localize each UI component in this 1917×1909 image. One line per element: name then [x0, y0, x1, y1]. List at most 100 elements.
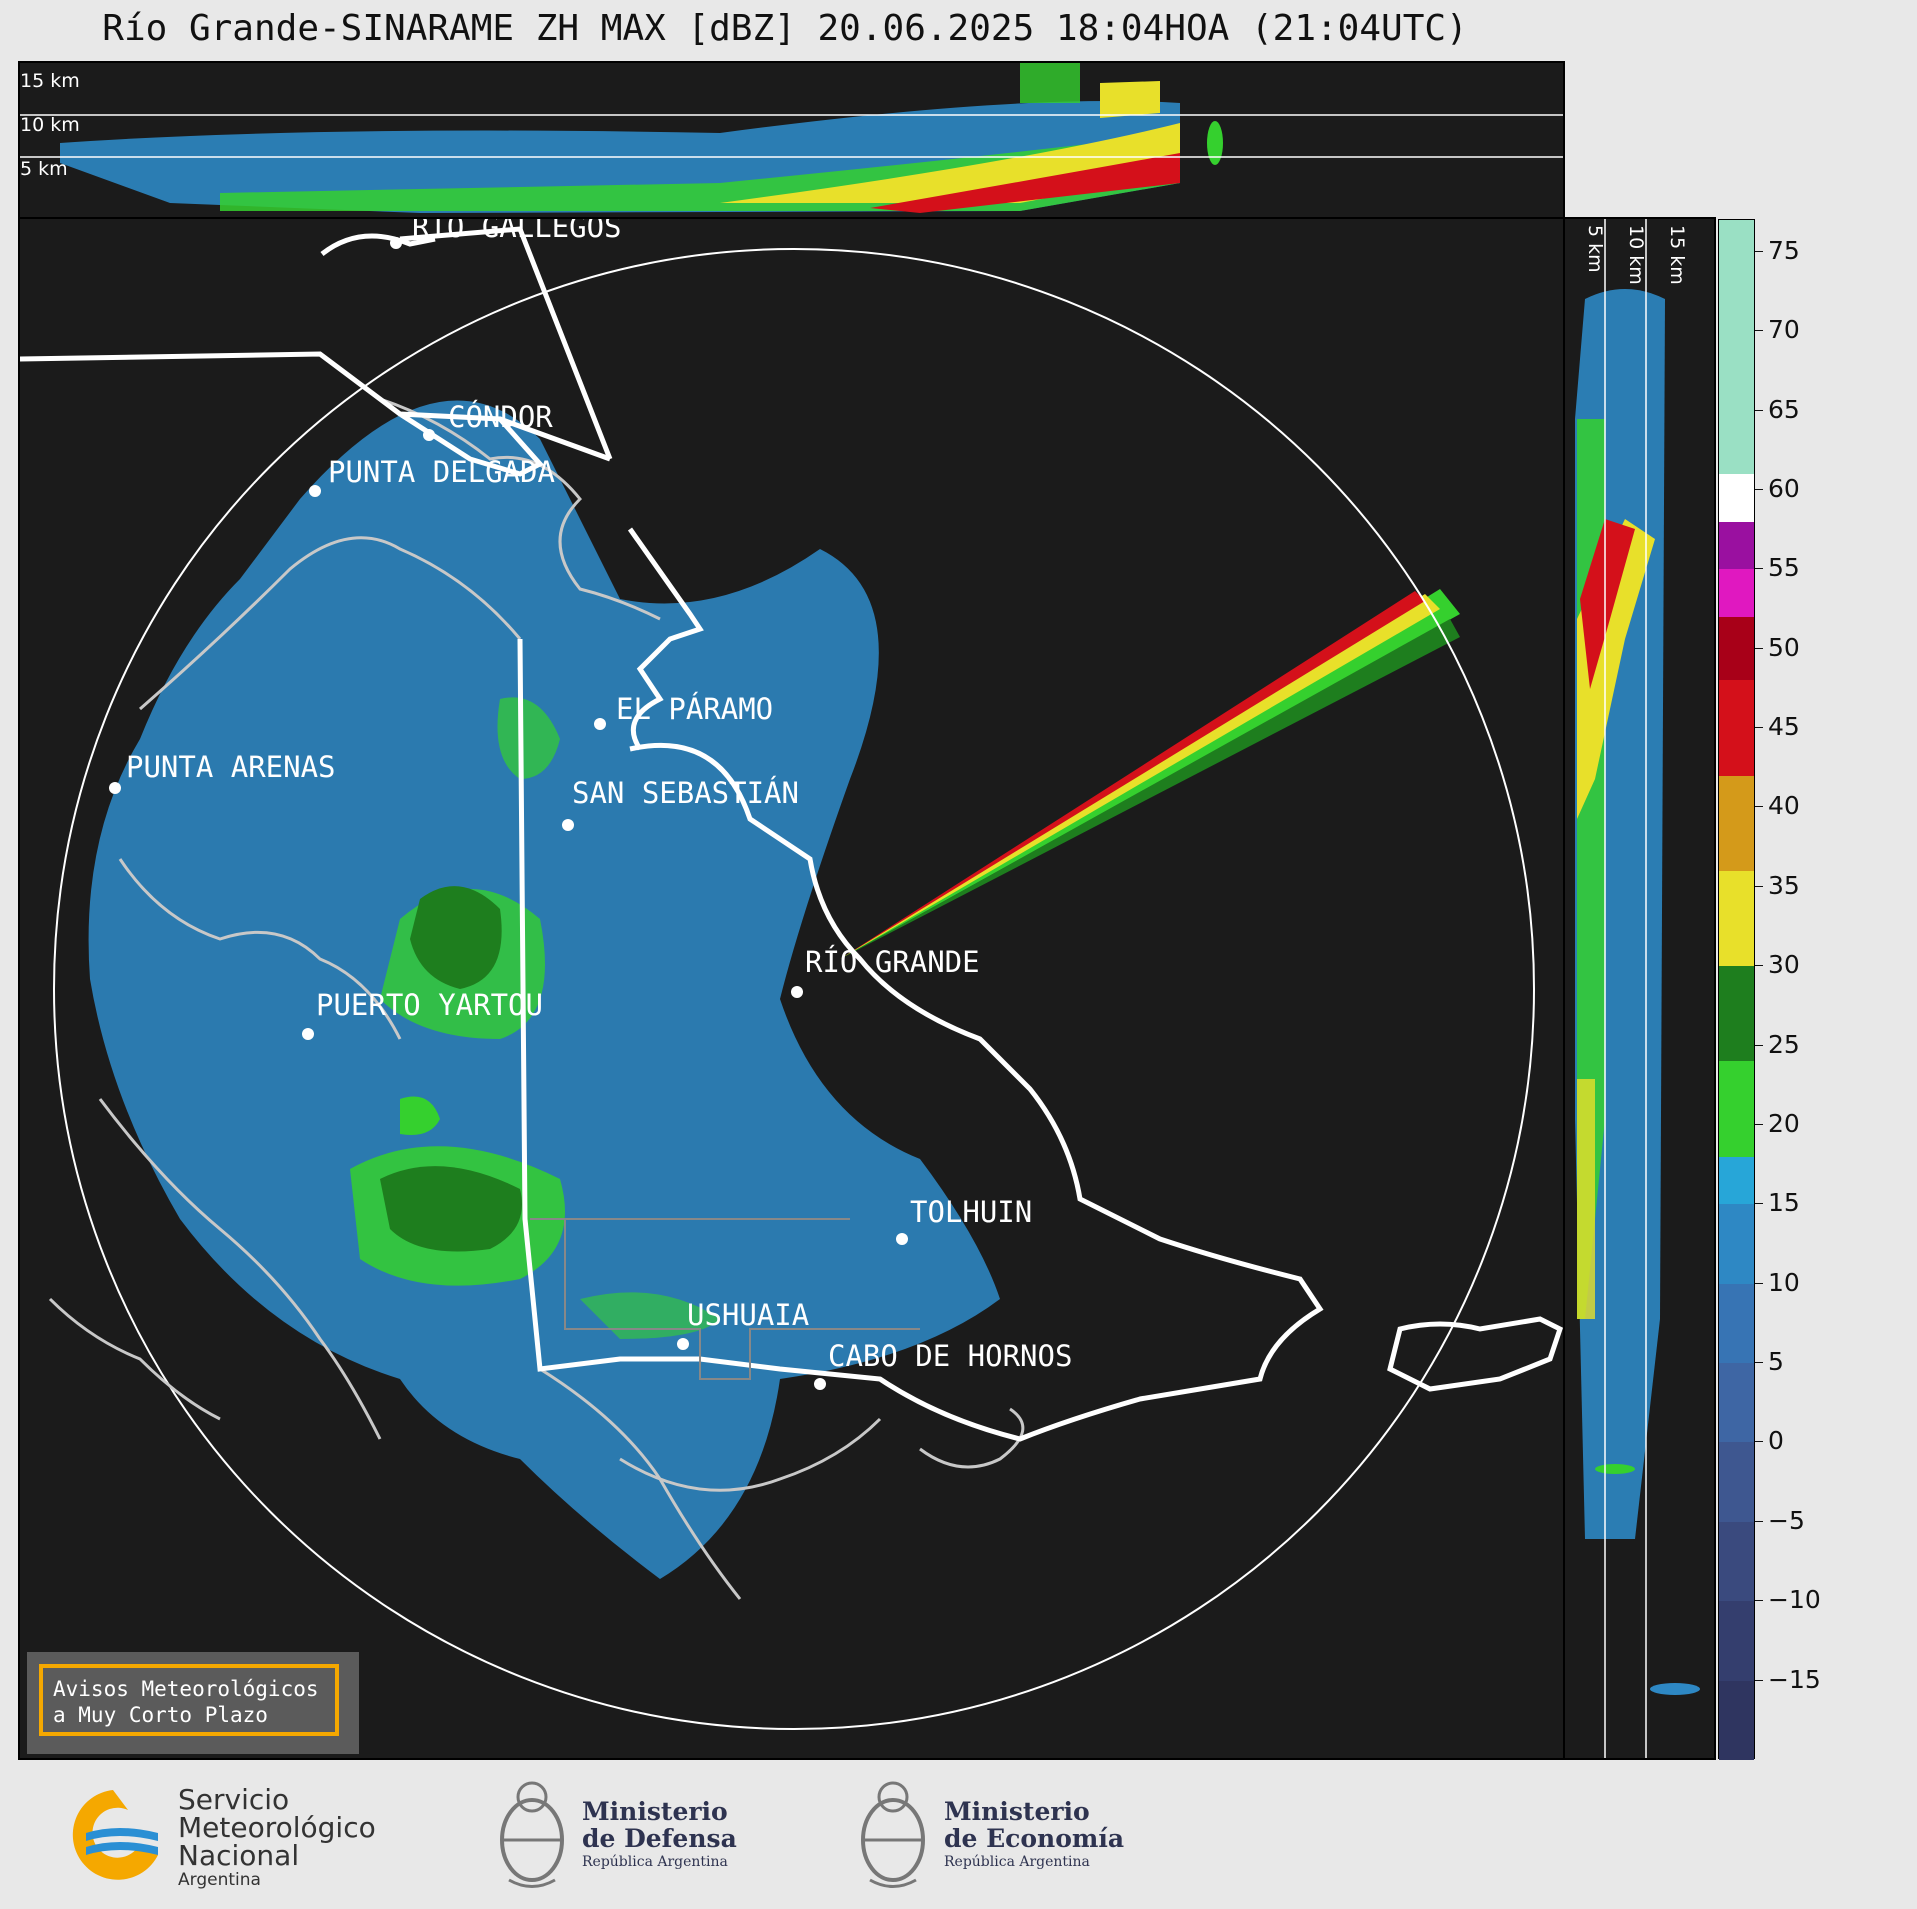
colorbar-segment	[1719, 1680, 1754, 1760]
colorbar-tick-mark	[1755, 965, 1763, 967]
colorbar-tick-label: 75	[1768, 235, 1800, 265]
borders	[20, 226, 1563, 1442]
smn-line-1: Servicio	[178, 1783, 290, 1816]
colorbar-tick-label: 30	[1768, 950, 1800, 980]
coat-of-arms-icon	[861, 1781, 925, 1888]
label-san-sebastian: SAN SEBASTIÁN	[572, 776, 799, 810]
marker-ushuaia	[677, 1338, 689, 1350]
warning-box-border: Avisos Meteorológicos a Muy Corto Plazo	[39, 1664, 339, 1736]
top-cross-section-svg: 15 km 10 km 5 km	[20, 63, 1563, 213]
defensa-line-1: Ministerio	[582, 1797, 728, 1826]
colorbar-tick-label: −5	[1768, 1505, 1805, 1535]
colorbar-tick-label: 10	[1768, 1267, 1800, 1297]
top-level-5km: 5 km	[20, 158, 68, 180]
colorbar-segment	[1719, 680, 1754, 776]
colorbar-tick-mark	[1755, 330, 1763, 332]
colorbar-tick-label: 50	[1768, 632, 1800, 662]
colorbar-tick-mark	[1755, 1520, 1763, 1522]
colorbar-tick-label: 65	[1768, 394, 1800, 424]
label-punta-arenas: PUNTA ARENAS	[126, 750, 336, 784]
economia-line-1: Ministerio	[944, 1797, 1090, 1826]
colorbar-segment	[1719, 474, 1754, 522]
economia-line-2: de Economía	[944, 1824, 1125, 1853]
colorbar-segment	[1719, 1283, 1754, 1364]
smn-line-3: Nacional	[178, 1839, 300, 1872]
marker-cabo-de-hornos	[814, 1378, 826, 1390]
colorbar-tick-mark	[1755, 568, 1763, 570]
warning-line-1: Avisos Meteorológicos	[53, 1677, 319, 1701]
colorbar-segment	[1719, 616, 1754, 681]
side-level-5km: 5 km	[1584, 225, 1606, 273]
colorbar-tick-label: 35	[1768, 870, 1800, 900]
label-rio-grande: RÍO GRANDE	[805, 945, 980, 979]
marker-tolhuin	[896, 1233, 908, 1245]
colorbar-segment	[1719, 521, 1754, 570]
marker-rio-gallegos	[390, 237, 402, 249]
colorbar-tick-label: 5	[1768, 1347, 1784, 1377]
warning-line-2: a Muy Corto Plazo	[53, 1703, 268, 1727]
colorbar-segment	[1719, 569, 1754, 617]
colorbar-tick-mark	[1755, 1282, 1763, 1284]
side-cross-section-svg: 5 km 10 km 15 km	[1575, 219, 1700, 1758]
range-ring	[53, 248, 1535, 1730]
colorbar-tick-mark	[1755, 250, 1763, 252]
colorbar-tick-label: 0	[1768, 1426, 1784, 1456]
colorbar-segment	[1719, 870, 1754, 967]
smn-line-4: Argentina	[178, 1870, 261, 1890]
marker-punta-delgada	[309, 485, 321, 497]
colorbar-tick-mark	[1755, 647, 1763, 649]
colorbar-tick-label: 70	[1768, 315, 1800, 345]
marker-punta-arenas	[109, 782, 121, 794]
province-boundary	[530, 1218, 920, 1380]
colorbar-segment	[1719, 775, 1754, 871]
colorbar-tick-label: 15	[1768, 1188, 1800, 1218]
colorbar-tick-label: 55	[1768, 553, 1800, 583]
marker-puerto-yartou	[302, 1028, 314, 1040]
colorbar-tick-label: 20	[1768, 1108, 1800, 1138]
colorbar-tick-mark	[1755, 1679, 1763, 1681]
colorbar-tick-label: −10	[1768, 1585, 1821, 1615]
colorbar-segment	[1719, 1521, 1754, 1602]
defensa-line-2: de Defensa	[582, 1824, 737, 1853]
radar-map-panel[interactable]: RÍO GALLEGOS CÓNDOR PUNTA DELGADA EL PÁR…	[18, 217, 1565, 1760]
colorbar-tick-mark	[1755, 488, 1763, 490]
place-markers: RÍO GALLEGOS CÓNDOR PUNTA DELGADA EL PÁR…	[109, 219, 1072, 1390]
colorbar-tick-mark	[1755, 1600, 1763, 1602]
map-title: Río Grande-SINARAME ZH MAX [dBZ] 20.06.2…	[102, 8, 1468, 49]
marker-el-paramo	[594, 718, 606, 730]
label-puerto-yartou: PUERTO YARTOU	[316, 988, 543, 1022]
colorbar-tick-label: 45	[1768, 712, 1800, 742]
top-cross-section-panel: 15 km 10 km 5 km	[18, 61, 1565, 219]
colorbar-segment	[1719, 1601, 1754, 1681]
colorbar-tick-mark	[1755, 1123, 1763, 1125]
coat-of-arms-icon	[500, 1781, 564, 1888]
colorbar-tick-label: −15	[1768, 1664, 1821, 1694]
side-cross-section-panel: 5 km 10 km 15 km	[1563, 217, 1716, 1760]
precipitation-field	[88, 400, 1001, 1579]
side-level-15km: 15 km	[1666, 225, 1688, 285]
colorbar-segment	[1719, 1204, 1754, 1284]
economia-line-3: República Argentina	[944, 1854, 1090, 1870]
coastlines	[48, 397, 1025, 1600]
colorbar-tick-mark	[1755, 806, 1763, 808]
top-level-10km: 10 km	[20, 114, 80, 136]
label-punta-delgada: PUNTA DELGADA	[328, 455, 555, 489]
smn-line-2: Meteorológico	[178, 1811, 376, 1844]
colorbar-tick-label: 40	[1768, 791, 1800, 821]
label-tolhuin: TOLHUIN	[910, 1195, 1032, 1229]
label-condor: CÓNDOR	[448, 400, 553, 434]
label-ushuaia: USHUAIA	[687, 1298, 809, 1332]
top-level-15km: 15 km	[20, 70, 80, 92]
radar-beam-artifact	[840, 589, 1460, 959]
colorbar-tick-mark	[1755, 885, 1763, 887]
colorbar-tick-mark	[1755, 727, 1763, 729]
marker-rio-grande	[791, 986, 803, 998]
warning-box[interactable]: Avisos Meteorológicos a Muy Corto Plazo	[27, 1652, 359, 1754]
colorbar-tick-label: 25	[1768, 1029, 1800, 1059]
label-el-paramo: EL PÁRAMO	[616, 692, 773, 726]
colorbar-segment	[1719, 1061, 1754, 1157]
colorbar-segment	[1719, 966, 1754, 1062]
colorbar-tick-mark	[1755, 1203, 1763, 1205]
defensa-line-3: República Argentina	[582, 1854, 728, 1870]
radar-map-svg[interactable]: RÍO GALLEGOS CÓNDOR PUNTA DELGADA EL PÁR…	[20, 219, 1563, 1758]
